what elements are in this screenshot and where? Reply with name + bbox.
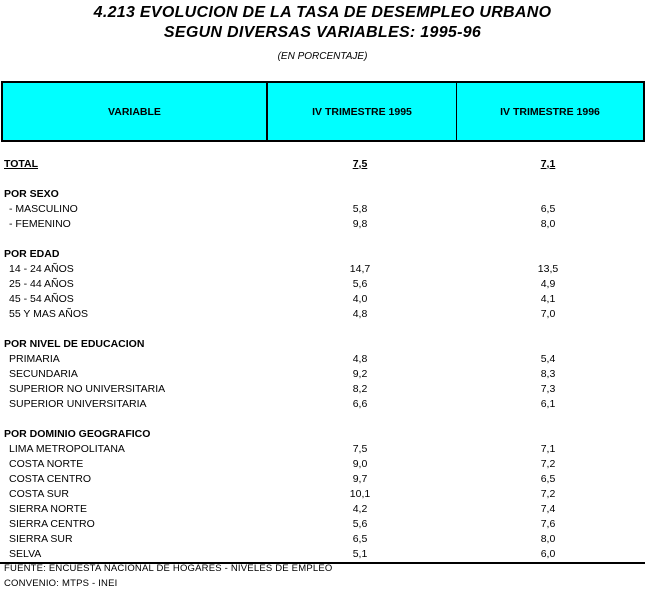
value-1995: 6,6	[352, 398, 368, 410]
table-row: PRIMARIA 4,8 5,4	[0, 352, 645, 367]
table-row: COSTA NORTE 9,0 7,2	[0, 457, 645, 472]
value-1995: 8,2	[352, 383, 368, 395]
row-label: SIERRA NORTE	[9, 503, 87, 515]
value-1995: 5,6	[352, 278, 368, 290]
bottom-rule	[0, 562, 645, 564]
row-label: POR EDAD	[4, 248, 60, 260]
table-row: 14 - 24 AÑOS 14,7 13,5	[0, 262, 645, 277]
source-note: FUENTE: ENCUESTA NACIONAL DE HOGARES - N…	[4, 563, 333, 574]
title-line-2: SEGUN DIVERSAS VARIABLES: 1995-96	[163, 24, 482, 41]
row-label: 25 - 44 AÑOS	[9, 278, 74, 290]
table-row: SELVA 5,1 6,0	[0, 547, 645, 562]
group-row: POR EDAD	[0, 247, 645, 262]
table-row: SIERRA SUR 6,5 8,0	[0, 532, 645, 547]
value-1996: 8,0	[540, 218, 556, 230]
table-row: - MASCULINO 5,8 6,5	[0, 202, 645, 217]
value-1996: 7,0	[540, 308, 556, 320]
value-1996: 6,0	[540, 548, 556, 560]
value-1995: 4,8	[352, 308, 368, 320]
row-label: SUPERIOR UNIVERSITARIA	[9, 398, 147, 410]
value-1995: 9,0	[352, 458, 368, 470]
row-label: - FEMENINO	[9, 218, 71, 230]
group-row: POR NIVEL DE EDUCACION	[0, 337, 645, 352]
value-1995: 9,7	[352, 473, 368, 485]
value-1996: 8,0	[540, 533, 556, 545]
row-label: SIERRA CENTRO	[9, 518, 95, 530]
spacer-row	[0, 322, 645, 337]
value-1996: 7,2	[540, 488, 556, 500]
row-label: COSTA CENTRO	[9, 473, 92, 485]
value-1996: 8,3	[540, 368, 556, 380]
agreement-note: CONVENIO: MTPS - INEI	[4, 578, 118, 589]
value-1995: 14,7	[349, 263, 371, 275]
value-1996: 5,4	[540, 353, 556, 365]
title-line-1: 4.213 EVOLUCION DE LA TASA DE DESEMPLEO …	[93, 4, 552, 21]
header-variable: VARIABLE	[3, 83, 268, 140]
row-label: POR DOMINIO GEOGRAFICO	[4, 428, 151, 440]
table-row: LIMA METROPOLITANA 7,5 7,1	[0, 442, 645, 457]
value-1996: 7,6	[540, 518, 556, 530]
row-label: SELVA	[9, 548, 42, 560]
row-label: SUPERIOR NO UNIVERSITARIA	[9, 383, 166, 395]
header-1995: IV TRIMESTRE 1995	[268, 83, 457, 140]
value-1996: 6,1	[540, 398, 556, 410]
row-label: COSTA SUR	[9, 488, 69, 500]
table-header: VARIABLE IV TRIMESTRE 1995 IV TRIMESTRE …	[1, 81, 645, 142]
value-1995: 5,1	[352, 548, 368, 560]
row-label: - MASCULINO	[9, 203, 78, 215]
table-row: SUPERIOR UNIVERSITARIA 6,6 6,1	[0, 397, 645, 412]
value-1995: 4,2	[352, 503, 368, 515]
group-row: POR SEXO	[0, 187, 645, 202]
value-1996: 7,3	[540, 383, 556, 395]
table-row: - FEMENINO 9,8 8,0	[0, 217, 645, 232]
row-label: 45 - 54 AÑOS	[9, 293, 74, 305]
table-row: COSTA CENTRO 9,7 6,5	[0, 472, 645, 487]
value-1995: 5,8	[352, 203, 368, 215]
value-1996: 4,9	[540, 278, 556, 290]
value-1996: 4,1	[540, 293, 556, 305]
row-label: TOTAL	[4, 158, 39, 170]
value-1996: 7,2	[540, 458, 556, 470]
row-label: SIERRA SUR	[9, 533, 73, 545]
value-1996: 6,5	[540, 203, 556, 215]
row-label: 55 Y MAS AÑOS	[9, 308, 88, 320]
row-label: COSTA NORTE	[9, 458, 84, 470]
row-label: POR NIVEL DE EDUCACION	[4, 338, 145, 350]
row-label: LIMA METROPOLITANA	[9, 443, 125, 455]
value-1995: 7,5	[352, 443, 368, 455]
value-1995: 9,8	[352, 218, 368, 230]
spacer-row	[0, 412, 645, 427]
row-label: PRIMARIA	[9, 353, 60, 365]
table-row: SECUNDARIA 9,2 8,3	[0, 367, 645, 382]
row-label: SECUNDARIA	[9, 368, 78, 380]
spacer-row	[0, 232, 645, 247]
row-label: POR SEXO	[4, 188, 59, 200]
table-row: 55 Y MAS AÑOS 4,8 7,0	[0, 307, 645, 322]
table-row: COSTA SUR 10,1 7,2	[0, 487, 645, 502]
value-1996: 6,5	[540, 473, 556, 485]
table-row: 45 - 54 AÑOS 4,0 4,1	[0, 292, 645, 307]
table-row: SIERRA CENTRO 5,6 7,6	[0, 517, 645, 532]
value-1996: 7,4	[540, 503, 556, 515]
subtitle: (EN PORCENTAJE)	[277, 51, 368, 62]
value-1995: 5,6	[352, 518, 368, 530]
value-1995: 4,0	[352, 293, 368, 305]
value-1996: 7,1	[540, 443, 556, 455]
spacer-row	[0, 172, 645, 187]
table-row: 25 - 44 AÑOS 5,6 4,9	[0, 277, 645, 292]
table-row: SUPERIOR NO UNIVERSITARIA 8,2 7,3	[0, 382, 645, 397]
value-1996: 13,5	[537, 263, 559, 275]
value-1995: 4,8	[352, 353, 368, 365]
header-1996: IV TRIMESTRE 1996	[500, 105, 600, 118]
value-1995: 7,5	[352, 158, 368, 170]
value-1995: 10,1	[349, 488, 371, 500]
value-1995: 9,2	[352, 368, 368, 380]
row-label: 14 - 24 AÑOS	[9, 263, 74, 275]
value-1996: 7,1	[540, 158, 556, 170]
group-row: POR DOMINIO GEOGRAFICO	[0, 427, 645, 442]
table-row: TOTAL 7,5 7,1	[0, 157, 645, 172]
table-row: SIERRA NORTE 4,2 7,4	[0, 502, 645, 517]
value-1995: 6,5	[352, 533, 368, 545]
